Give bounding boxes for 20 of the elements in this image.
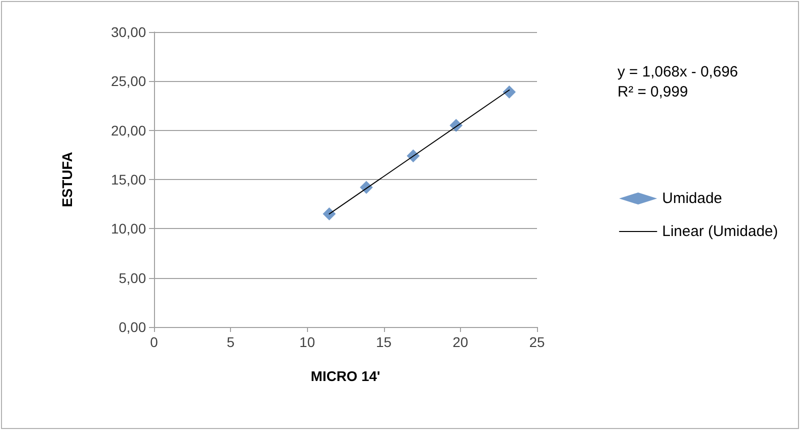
y-tick-label: 10,00: [110, 220, 146, 237]
x-tick-label: 25: [529, 334, 545, 350]
x-tick-label: 15: [376, 334, 392, 350]
y-axis-title: ESTUFA: [59, 152, 75, 208]
x-tick-label: 0: [150, 334, 158, 350]
x-tick-label: 10: [299, 334, 316, 350]
legend-label: Umidade: [662, 190, 722, 207]
x-tick-label: 20: [452, 334, 468, 350]
y-tick-label: 25,00: [110, 73, 146, 90]
x-tick-label: 5: [226, 334, 235, 350]
point: [502, 85, 516, 98]
point: [322, 207, 336, 220]
x-axis-title: MICRO 14': [310, 368, 380, 384]
text: y = 1,068x - 0,696 R² = 0,999: [618, 64, 738, 100]
y-tick-label: 0,00: [118, 319, 146, 335]
y-tick-label: 15,00: [110, 172, 146, 188]
y-tick-label: 5,00: [118, 270, 146, 286]
y-tick-label: 20,00: [110, 122, 146, 138]
legend-label: Linear (Umidade): [662, 223, 778, 240]
y-tick-label: 30,00: [110, 24, 146, 40]
